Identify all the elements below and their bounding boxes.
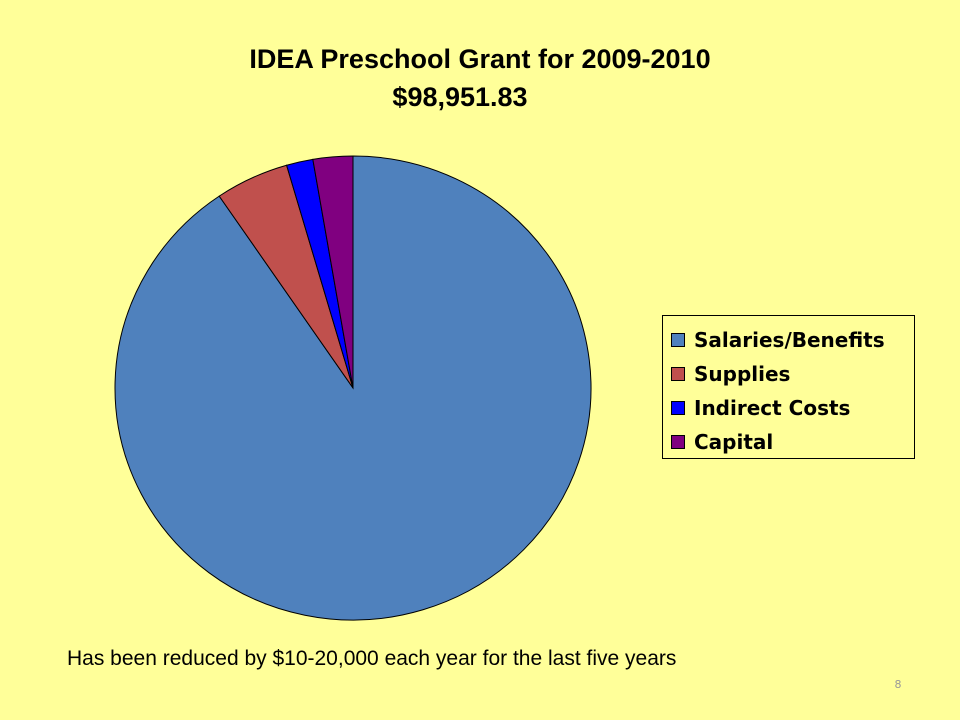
legend-label: Indirect Costs <box>694 396 851 420</box>
legend-label: Supplies <box>694 362 791 386</box>
caption: Has been reduced by $10-20,000 each year… <box>67 647 677 670</box>
legend-label: Capital <box>694 430 774 454</box>
legend-swatch <box>671 401 685 415</box>
legend-swatch <box>671 367 685 381</box>
legend-item-salaries-benefits: Salaries/Benefits <box>663 323 914 357</box>
pie-slice-salaries-benefits <box>114 155 592 621</box>
chart-title: IDEA Preschool Grant for 2009-2010 $98,9… <box>0 40 960 116</box>
legend-item-indirect-costs: Indirect Costs <box>663 391 914 425</box>
legend-label: Salaries/Benefits <box>694 328 885 352</box>
chart-title-text: IDEA Preschool Grant for 2009-2010 <box>249 44 711 74</box>
page-number: 8 <box>894 678 902 691</box>
chart-subtitle: $98,951.83 <box>392 82 528 112</box>
legend-swatch <box>671 333 685 347</box>
chart-legend: Salaries/Benefits Supplies Indirect Costs C… <box>662 315 915 459</box>
legend-item-capital: Capital <box>663 425 914 459</box>
legend-item-supplies: Supplies <box>663 357 914 391</box>
pie-slice-capital <box>312 155 354 389</box>
legend-swatch <box>671 435 685 449</box>
